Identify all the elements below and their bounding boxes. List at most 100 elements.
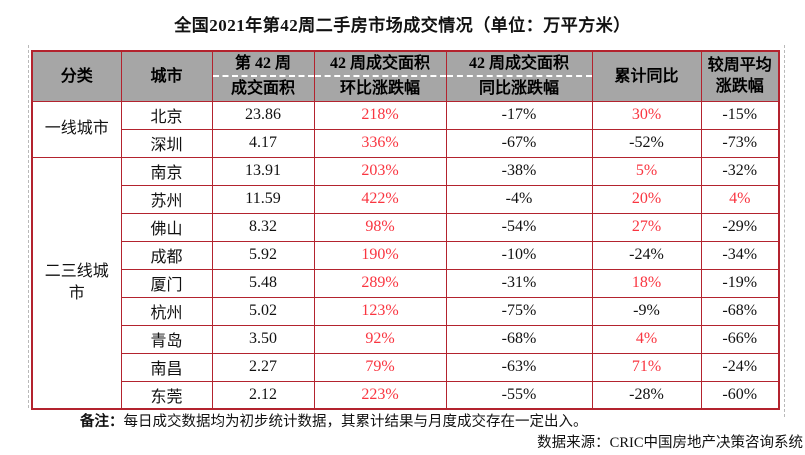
yoy-change-cell: -17% — [445, 100, 593, 130]
header-dashed-divider — [213, 75, 313, 78]
table-row: 佛山 8.32 98% -54% 27% -29% — [32, 212, 780, 242]
table-row: 青岛 3.50 92% -68% 4% -66% — [32, 324, 780, 354]
yoy-change-cell: -68% — [445, 324, 593, 354]
city-cell: 青岛 — [120, 324, 213, 354]
cumulative-yoy-cell: 18% — [591, 268, 702, 298]
cumulative-yoy-cell: -28% — [591, 380, 702, 410]
wow-change-cell: 79% — [313, 352, 447, 382]
yoy-change-cell: -75% — [445, 296, 593, 326]
wow-change-cell: 98% — [313, 212, 447, 242]
city-cell: 南昌 — [120, 352, 213, 382]
table-row: 一线城市 北京 23.86 218% -17% 30% -15% — [31, 100, 780, 158]
yoy-change-cell: -54% — [445, 212, 593, 242]
cumulative-yoy-cell: -24% — [591, 240, 702, 270]
page-break-guide-left — [28, 45, 29, 408]
city-cell: 厦门 — [120, 268, 213, 298]
week-area-cell: 2.12 — [211, 380, 315, 410]
wow-change-cell: 190% — [313, 240, 447, 270]
city-cell: 深圳 — [120, 128, 213, 158]
week-area-cell: 4.17 — [211, 128, 315, 158]
data-source: 数据来源：CRIC中国房地产决策咨询系统 — [537, 435, 803, 451]
header-dashed-divider — [315, 75, 445, 78]
table-row: 成都 5.92 190% -10% -24% -34% — [32, 240, 780, 270]
header-week-area: 第 42 周 成交面积 — [211, 50, 315, 102]
wow-change-cell: 422% — [313, 184, 447, 214]
cumulative-yoy-cell: 71% — [591, 352, 702, 382]
page-break-guide-right — [784, 45, 785, 417]
cumulative-yoy-cell: -52% — [591, 128, 702, 158]
header-category: 分类 — [31, 50, 122, 102]
weekly-avg-change-cell: -24% — [700, 352, 780, 382]
yoy-change-cell: -55% — [445, 380, 593, 410]
table-row: 厦门 5.48 289% -31% 18% -19% — [32, 268, 780, 298]
weekly-avg-change-cell: -32% — [700, 156, 780, 186]
cumulative-yoy-cell: 4% — [591, 324, 702, 354]
weekly-avg-change-cell: -34% — [700, 240, 780, 270]
footnote-label: 备注： — [80, 414, 124, 430]
weekly-avg-change-cell: -66% — [700, 324, 780, 354]
city-cell: 杭州 — [120, 296, 213, 326]
weekly-avg-change-cell: -73% — [700, 128, 780, 158]
table-row: 苏州 11.59 422% -4% 20% 4% — [32, 184, 780, 214]
wow-change-cell: 92% — [313, 324, 447, 354]
wow-change-cell: 223% — [313, 380, 447, 410]
cumulative-yoy-cell: 20% — [591, 184, 702, 214]
cumulative-yoy-cell: -9% — [591, 296, 702, 326]
page-title: 全国2021年第42周二手房市场成交情况（单位：万平方米） — [174, 16, 631, 35]
footnote: 备注：每日成交数据均为初步统计数据，其累计结果与月度成交存在一定出入。 — [80, 410, 588, 431]
week-area-cell: 5.48 — [211, 268, 315, 298]
wow-change-cell: 203% — [313, 156, 447, 186]
header-city: 城市 — [120, 50, 213, 102]
wow-change-cell: 218% — [313, 100, 447, 130]
city-cell: 苏州 — [120, 184, 213, 214]
city-cell: 东莞 — [120, 380, 213, 410]
yoy-change-cell: -31% — [445, 268, 593, 298]
header-row: 分类 城市 第 42 周 成交面积 42 周成交面积 环比涨跌幅 42 周成交面… — [31, 50, 780, 102]
week-area-cell: 8.32 — [211, 212, 315, 242]
header-dashed-divider — [447, 75, 591, 78]
week-area-cell: 11.59 — [211, 184, 315, 214]
table-row: 杭州 5.02 123% -75% -9% -68% — [32, 296, 780, 326]
table-row: 二三线城市 南京 13.91 203% -38% 5% -32% — [31, 156, 780, 410]
city-cell: 佛山 — [120, 212, 213, 242]
yoy-change-cell: -4% — [445, 184, 593, 214]
city-cell: 南京 — [120, 156, 213, 186]
table-row: 深圳 4.17 336% -67% -52% -73% — [32, 128, 780, 158]
week-area-cell: 23.86 — [211, 100, 315, 130]
weekly-avg-change-cell: -68% — [700, 296, 780, 326]
weekly-avg-change-cell: -19% — [700, 268, 780, 298]
header-city-label: 城市 — [150, 67, 183, 85]
table-row: 南昌 2.27 79% -63% 71% -24% — [32, 352, 780, 382]
housing-transactions-table: 分类 城市 第 42 周 成交面积 42 周成交面积 环比涨跌幅 42 周成交面… — [31, 50, 780, 410]
city-cell: 成都 — [120, 240, 213, 270]
weekly-avg-change-cell: 4% — [700, 184, 780, 214]
table-row: 东莞 2.12 223% -55% -28% -60% — [32, 380, 780, 410]
yoy-change-cell: -63% — [445, 352, 593, 382]
weekly-avg-change-cell: -29% — [700, 212, 780, 242]
cumulative-yoy-cell: 30% — [591, 100, 702, 130]
cumulative-yoy-cell: 27% — [591, 212, 702, 242]
cumulative-yoy-cell: 5% — [591, 156, 702, 186]
yoy-change-cell: -67% — [445, 128, 593, 158]
wow-change-cell: 289% — [313, 268, 447, 298]
header-category-label: 分类 — [60, 67, 93, 85]
wow-change-cell: 123% — [313, 296, 447, 326]
header-cumulative-yoy: 累计同比 — [591, 50, 702, 102]
weekly-avg-change-cell: -15% — [700, 100, 780, 130]
city-cell: 北京 — [120, 100, 213, 130]
yoy-change-cell: -38% — [445, 156, 593, 186]
week-area-cell: 13.91 — [211, 156, 315, 186]
wow-change-cell: 336% — [313, 128, 447, 158]
week-area-cell: 2.27 — [211, 352, 315, 382]
weekly-avg-change-cell: -60% — [700, 380, 780, 410]
yoy-change-cell: -10% — [445, 240, 593, 270]
category-group-cell: 二三线城市 — [31, 156, 122, 410]
week-area-cell: 3.50 — [211, 324, 315, 354]
header-weekly-avg-change: 较周平均 涨跌幅 — [700, 50, 780, 102]
header-wow-change: 42 周成交面积 环比涨跌幅 — [313, 50, 447, 102]
header-yoy-change: 42 周成交面积 同比涨跌幅 — [445, 50, 593, 102]
week-area-cell: 5.02 — [211, 296, 315, 326]
footnote-text: 每日成交数据均为初步统计数据，其累计结果与月度成交存在一定出入。 — [123, 414, 588, 430]
category-group-cell: 一线城市 — [31, 100, 122, 158]
